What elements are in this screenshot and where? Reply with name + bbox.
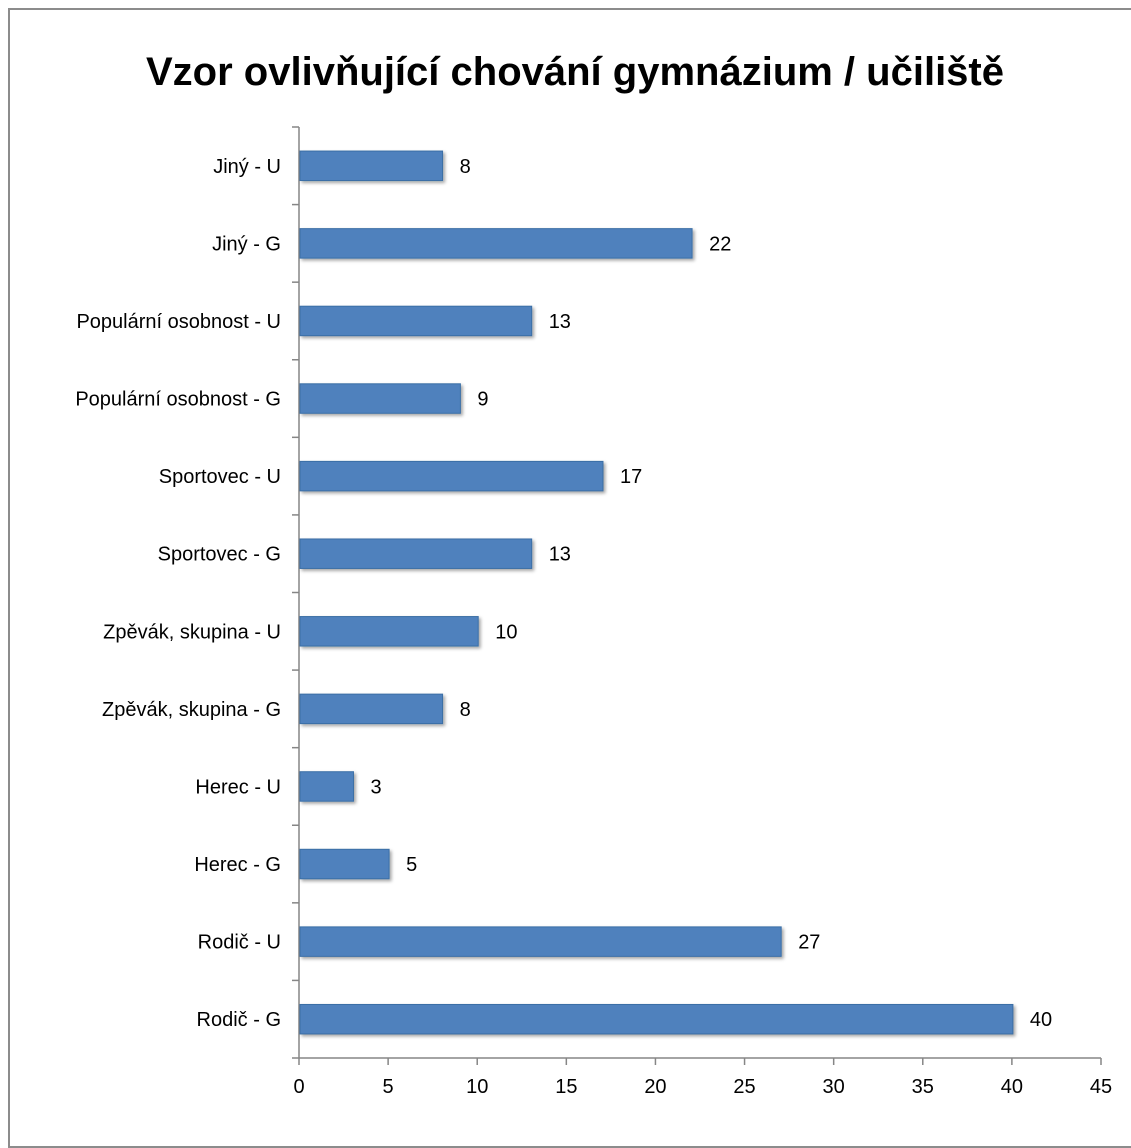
x-tick-label: 45 bbox=[1090, 1076, 1112, 1098]
bar bbox=[299, 693, 444, 725]
x-tick-label: 40 bbox=[1001, 1076, 1023, 1098]
data-label: 27 bbox=[798, 932, 820, 954]
bar-chart: Vzor ovlivňující chování gymnázium / uči… bbox=[75, 50, 1112, 1098]
bar bbox=[299, 538, 533, 569]
category-label: Populární osobnost - U bbox=[76, 311, 281, 333]
data-label: 9 bbox=[477, 389, 488, 411]
category-label: Zpěvák, skupina - U bbox=[103, 621, 281, 643]
x-tick-label: 30 bbox=[823, 1076, 845, 1098]
data-label: 17 bbox=[620, 466, 642, 488]
data-label: 13 bbox=[549, 311, 571, 333]
category-label: Rodič - G bbox=[197, 1009, 281, 1031]
data-label: 8 bbox=[460, 156, 471, 178]
data-label: 3 bbox=[370, 776, 381, 798]
bar bbox=[299, 383, 461, 414]
bar bbox=[299, 1003, 1014, 1035]
bar bbox=[299, 460, 604, 492]
category-label: Jiný - G bbox=[212, 233, 281, 255]
category-label: Rodič - U bbox=[198, 932, 281, 954]
x-tick-label: 10 bbox=[466, 1076, 488, 1098]
x-tick-label: 25 bbox=[733, 1076, 755, 1098]
x-tick-label: 20 bbox=[644, 1076, 666, 1098]
bar bbox=[299, 228, 693, 259]
data-label: 13 bbox=[549, 544, 571, 566]
bar bbox=[299, 305, 533, 337]
category-label: Jiný - U bbox=[213, 156, 281, 178]
data-label: 5 bbox=[406, 854, 417, 876]
category-label: Herec - G bbox=[194, 854, 281, 876]
category-label: Sportovec - G bbox=[158, 544, 281, 566]
x-tick-label: 35 bbox=[912, 1076, 934, 1098]
chart-title: Vzor ovlivňující chování gymnázium / uči… bbox=[146, 50, 1004, 94]
bar bbox=[299, 150, 444, 182]
data-label: 22 bbox=[709, 233, 731, 255]
chart-frame: Vzor ovlivňující chování gymnázium / uči… bbox=[8, 8, 1131, 1148]
category-label: Zpěvák, skupina - G bbox=[102, 699, 281, 721]
category-label: Populární osobnost - G bbox=[75, 389, 281, 411]
category-label: Sportovec - U bbox=[159, 466, 281, 488]
data-label: 8 bbox=[460, 699, 471, 721]
x-tick-label: 5 bbox=[383, 1076, 394, 1098]
x-tick-label: 15 bbox=[555, 1076, 577, 1098]
category-label: Herec - U bbox=[195, 776, 281, 798]
bar bbox=[299, 926, 782, 957]
bar bbox=[299, 616, 479, 647]
data-label: 40 bbox=[1030, 1009, 1052, 1031]
x-tick-label: 0 bbox=[293, 1076, 304, 1098]
bar bbox=[299, 771, 354, 802]
data-label: 10 bbox=[495, 621, 517, 643]
bar bbox=[299, 848, 390, 880]
